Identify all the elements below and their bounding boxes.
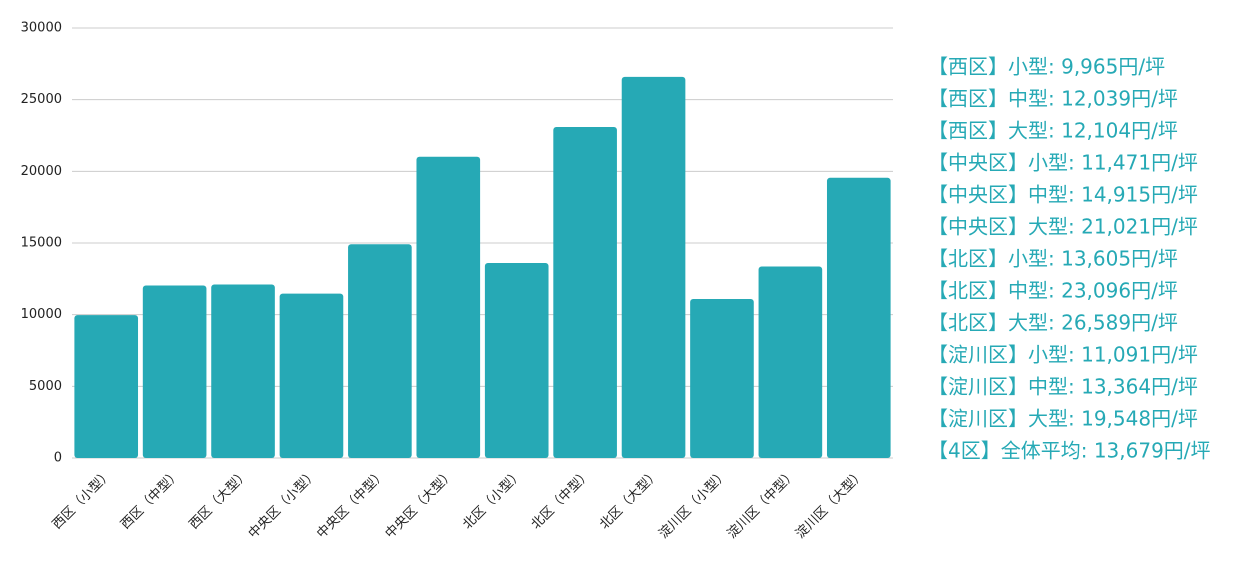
bar [690, 299, 754, 458]
x-tick-label: 北区（小型） [460, 467, 526, 533]
x-tick-label: 西区（中型） [118, 467, 184, 533]
y-tick-label: 5000 [29, 379, 62, 394]
y-tick-label: 30000 [21, 21, 62, 36]
bar [211, 284, 275, 458]
annotation: 【4区】全体平均: 13,679円/坪 [928, 439, 1211, 463]
bar [279, 293, 344, 458]
annotation: 【北区】大型: 26,589円/坪 [928, 311, 1178, 335]
x-tick-label: 淀川区（中型） [725, 467, 800, 542]
bar [416, 156, 481, 458]
annotation: 【淀川区】中型: 13,364円/坪 [928, 375, 1198, 399]
y-tick-label: 10000 [21, 307, 62, 322]
x-tick-label: 西区（大型） [187, 467, 253, 533]
bar [142, 285, 207, 458]
bar [826, 177, 891, 458]
annotation: 【淀川区】大型: 19,548円/坪 [928, 407, 1198, 431]
annotation: 【中央区】小型: 11,471円/坪 [928, 151, 1198, 175]
y-tick-label: 0 [54, 451, 62, 466]
x-tick-label: 中央区（小型） [246, 467, 321, 542]
annotation: 【北区】小型: 13,605円/坪 [928, 247, 1178, 271]
x-tick-label: 中央区（大型） [383, 467, 458, 542]
bar [484, 262, 549, 458]
annotation: 【西区】中型: 12,039円/坪 [928, 87, 1178, 111]
x-tick-label: 淀川区（大型） [793, 467, 868, 542]
y-tick-label: 15000 [21, 236, 62, 251]
y-tick-label: 25000 [21, 92, 62, 107]
annotation: 【北区】中型: 23,096円/坪 [928, 279, 1178, 303]
x-tick-label: 北区（大型） [597, 467, 663, 533]
bar [348, 244, 412, 458]
bar [621, 76, 686, 459]
x-tick-label: 北区（中型） [529, 467, 595, 533]
x-tick-label: 西区（小型） [50, 467, 116, 533]
annotation: 【西区】小型: 9,965円/坪 [928, 55, 1165, 79]
bar [758, 266, 823, 458]
x-tick-label: 淀川区（小型） [656, 467, 731, 542]
bar [74, 315, 139, 458]
bar [553, 126, 617, 458]
annotation: 【中央区】大型: 21,021円/坪 [928, 215, 1198, 239]
annotation: 【西区】大型: 12,104円/坪 [928, 119, 1178, 143]
x-tick-label: 中央区（中型） [314, 467, 389, 542]
y-tick-label: 20000 [21, 164, 62, 179]
annotation: 【中央区】中型: 14,915円/坪 [928, 183, 1198, 207]
annotation: 【淀川区】小型: 11,091円/坪 [928, 343, 1198, 367]
